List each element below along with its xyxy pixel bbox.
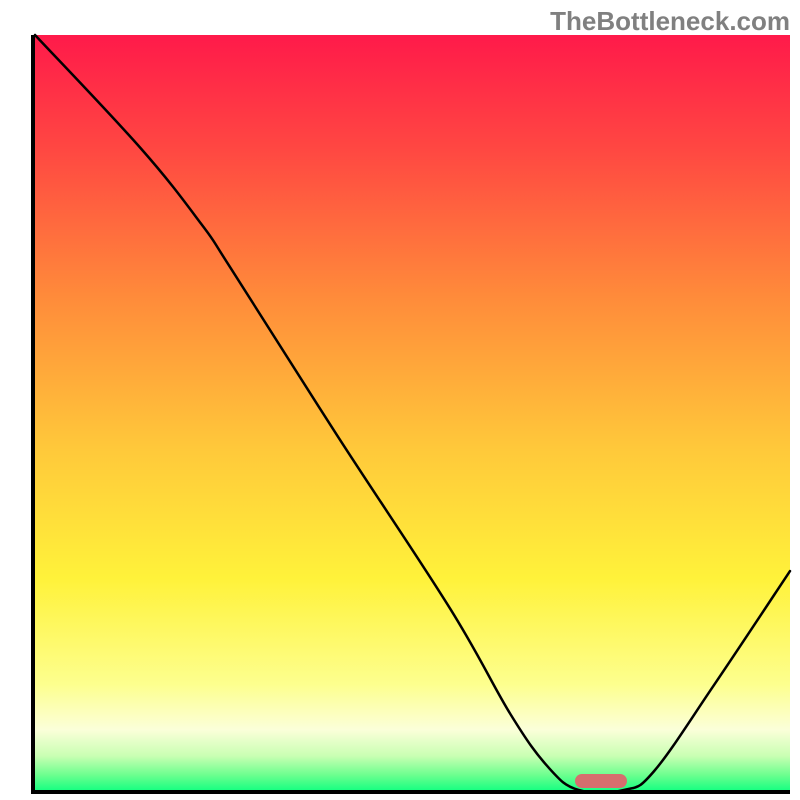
optimal-marker xyxy=(575,774,627,788)
bottleneck-curve xyxy=(35,35,790,793)
x-axis xyxy=(31,790,790,794)
plot-area xyxy=(35,35,790,790)
curve-svg xyxy=(35,35,790,790)
watermark-text: TheBottleneck.com xyxy=(550,6,790,37)
